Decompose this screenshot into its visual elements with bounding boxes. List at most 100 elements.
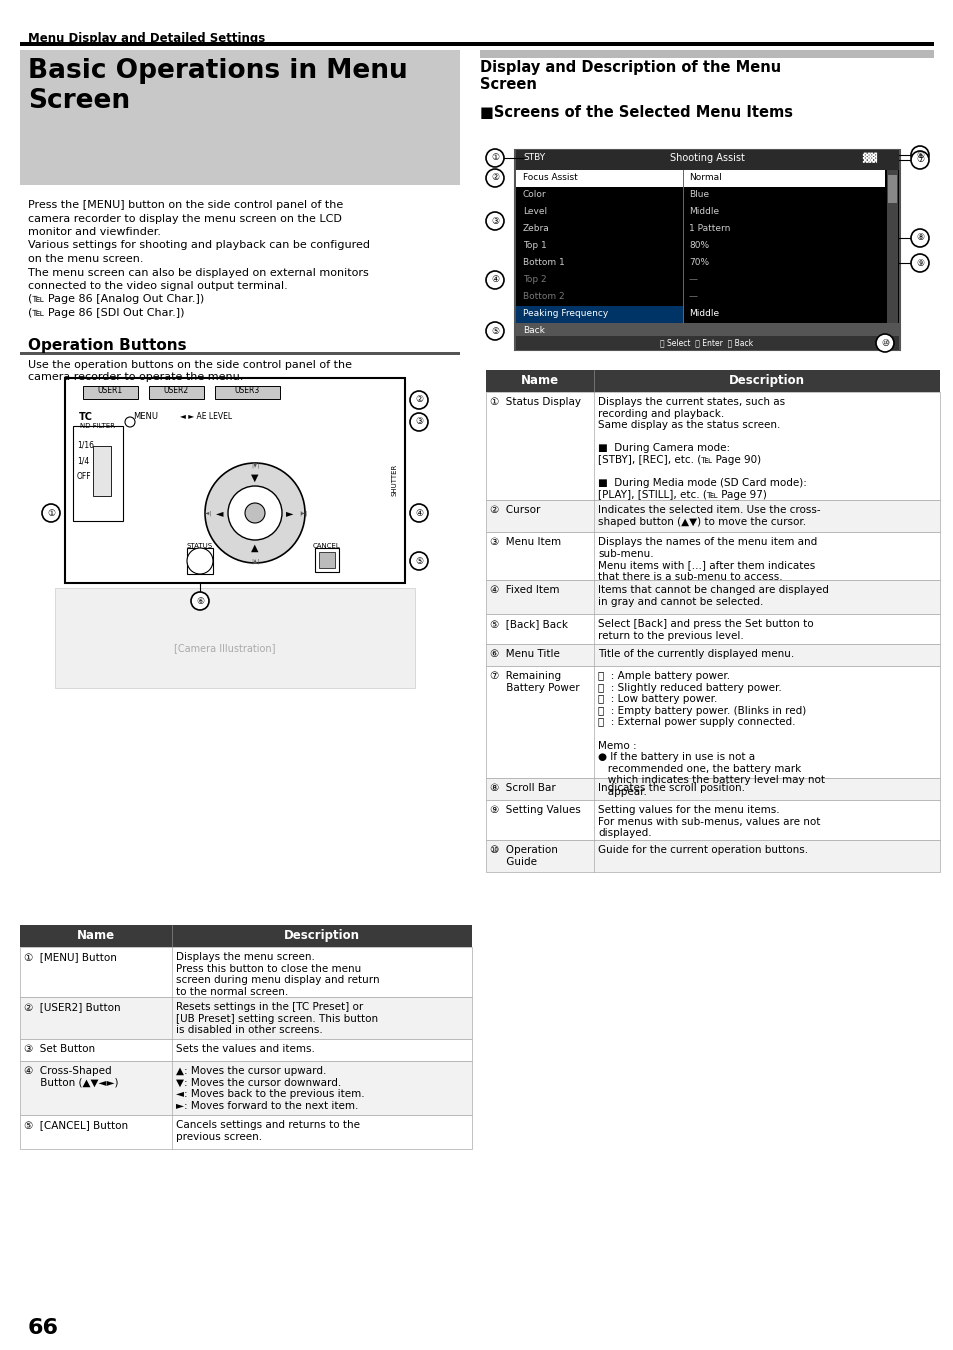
Bar: [516, 150, 898, 170]
Text: ⧆  : Ample battery power.
⧆  : Slightly reduced battery power.
⧆  : Low battery : ⧆ : Ample battery power. ⧆ : Slightly re…: [598, 671, 824, 796]
Text: ⬛ Select  ⬛ Enter  ⬛ Back: ⬛ Select ⬛ Enter ⬛ Back: [659, 338, 753, 347]
Circle shape: [485, 323, 503, 340]
Text: 1 Pattern: 1 Pattern: [688, 224, 730, 234]
Circle shape: [187, 548, 213, 574]
Circle shape: [410, 552, 428, 570]
Bar: [187, 548, 213, 574]
Text: Operation Buttons: Operation Buttons: [28, 338, 187, 352]
Circle shape: [410, 392, 428, 409]
Text: 80%: 80%: [688, 242, 708, 250]
Bar: [516, 323, 898, 340]
Text: ▼: ▼: [251, 472, 258, 483]
Text: ③  Menu Item: ③ Menu Item: [490, 537, 560, 547]
Text: Displays the names of the menu item and
sub-menu.
Menu items with [...] after th: Displays the names of the menu item and …: [598, 537, 817, 582]
Text: |◄|: |◄|: [203, 510, 211, 516]
Text: ⑦: ⑦: [915, 155, 923, 165]
Circle shape: [205, 463, 305, 563]
Text: SHUTTER: SHUTTER: [392, 464, 397, 497]
Circle shape: [485, 212, 503, 230]
Text: Indicates the scroll position.: Indicates the scroll position.: [598, 783, 744, 792]
Circle shape: [910, 151, 928, 169]
Text: —: —: [688, 275, 698, 284]
Text: ■Screens of the Selected Menu Items: ■Screens of the Selected Menu Items: [479, 105, 792, 120]
Text: Press the [MENU] button on the side control panel of the: Press the [MENU] button on the side cont…: [28, 200, 343, 211]
Text: Resets settings in the [TC Preset] or
[UB Preset] setting screen. This button
is: Resets settings in the [TC Preset] or [U…: [175, 1002, 377, 1035]
Bar: [516, 336, 898, 350]
Text: ◄ ► AE LEVEL: ◄ ► AE LEVEL: [180, 412, 232, 421]
Text: ⑤  [Back] Back: ⑤ [Back] Back: [490, 620, 567, 629]
Bar: [20, 998, 472, 1040]
Text: ⑧: ⑧: [915, 234, 923, 243]
Bar: [20, 352, 459, 355]
Text: ③  Set Button: ③ Set Button: [24, 1044, 95, 1054]
Text: ▓▓: ▓▓: [862, 153, 876, 163]
Text: ①: ①: [47, 509, 55, 517]
Text: Level: Level: [522, 207, 547, 216]
Text: ④: ④: [415, 509, 422, 517]
Text: TC: TC: [79, 412, 92, 423]
Bar: [485, 580, 939, 614]
Text: Cancels settings and returns to the
previous screen.: Cancels settings and returns to the prev…: [175, 1120, 359, 1142]
Text: ⑤: ⑤: [415, 556, 422, 566]
Text: Blue: Blue: [688, 190, 708, 198]
Bar: [149, 386, 204, 400]
Bar: [485, 644, 939, 666]
Text: Display and Description of the Menu
Screen: Display and Description of the Menu Scre…: [479, 59, 781, 92]
Circle shape: [410, 413, 428, 431]
Text: |▼|: |▼|: [251, 462, 259, 467]
Bar: [83, 386, 138, 400]
Text: Name: Name: [77, 929, 115, 942]
Bar: [516, 306, 682, 323]
Text: 1/4: 1/4: [77, 456, 90, 464]
Bar: [516, 170, 682, 188]
Text: connected to the video signal output terminal.: connected to the video signal output ter…: [28, 281, 288, 292]
Text: STATUS: STATUS: [187, 543, 213, 549]
Text: Bottom 2: Bottom 2: [522, 292, 564, 301]
Bar: [485, 500, 939, 532]
Text: (℡ Page 86 [Analog Out Char.]): (℡ Page 86 [Analog Out Char.]): [28, 294, 204, 305]
Circle shape: [485, 169, 503, 188]
Text: Select [Back] and press the Set button to
return to the previous level.: Select [Back] and press the Set button t…: [598, 620, 813, 641]
Circle shape: [485, 148, 503, 167]
Bar: [20, 946, 472, 998]
Circle shape: [191, 593, 209, 610]
Text: ①  [MENU] Button: ① [MENU] Button: [24, 952, 117, 963]
Text: ▲: Moves the cursor upward.
▼: Moves the cursor downward.
◄: Moves back to the p: ▲: Moves the cursor upward. ▼: Moves the…: [175, 1066, 364, 1111]
Text: on the menu screen.: on the menu screen.: [28, 254, 143, 265]
Text: CANCEL: CANCEL: [313, 543, 340, 549]
Circle shape: [875, 333, 893, 352]
Text: Indicates the selected item. Use the cross-
shaped button (▲▼) to move the curso: Indicates the selected item. Use the cro…: [598, 505, 820, 526]
Text: OFF: OFF: [77, 472, 91, 481]
Text: USER2: USER2: [163, 386, 189, 396]
Circle shape: [125, 417, 135, 427]
Circle shape: [910, 254, 928, 271]
Text: Various settings for shooting and playback can be configured: Various settings for shooting and playba…: [28, 240, 370, 251]
Bar: [485, 840, 939, 872]
Bar: [92, 446, 111, 495]
Text: ②  [USER2] Button: ② [USER2] Button: [24, 1002, 120, 1012]
Text: |▲|: |▲|: [251, 559, 259, 564]
Text: Basic Operations in Menu
Screen: Basic Operations in Menu Screen: [28, 58, 407, 113]
Text: ⑩: ⑩: [880, 339, 888, 347]
Bar: [318, 552, 335, 568]
Text: ◄: ◄: [216, 508, 224, 518]
Text: monitor and viewfinder.: monitor and viewfinder.: [28, 227, 161, 238]
Text: Bottom 1: Bottom 1: [522, 258, 564, 267]
Text: |►|: |►|: [298, 510, 307, 516]
Bar: [20, 50, 459, 185]
Text: (℡ Page 86 [SDI Out Char.]): (℡ Page 86 [SDI Out Char.]): [28, 308, 184, 319]
Text: Color: Color: [522, 190, 546, 198]
Bar: [515, 150, 899, 350]
Bar: [485, 614, 939, 644]
Circle shape: [910, 146, 928, 163]
Text: Middle: Middle: [688, 207, 719, 216]
Text: ②: ②: [491, 174, 498, 182]
Text: ③: ③: [491, 216, 498, 225]
Text: ⑩  Operation
     Guide: ⑩ Operation Guide: [490, 845, 558, 867]
Text: ⑨  Setting Values: ⑨ Setting Values: [490, 805, 580, 815]
Text: Focus Assist: Focus Assist: [522, 173, 578, 182]
Bar: [20, 1061, 472, 1115]
Text: camera recorder to display the menu screen on the LCD: camera recorder to display the menu scre…: [28, 213, 341, 224]
Text: 1/16: 1/16: [77, 440, 94, 450]
Text: Back: Back: [522, 325, 544, 335]
